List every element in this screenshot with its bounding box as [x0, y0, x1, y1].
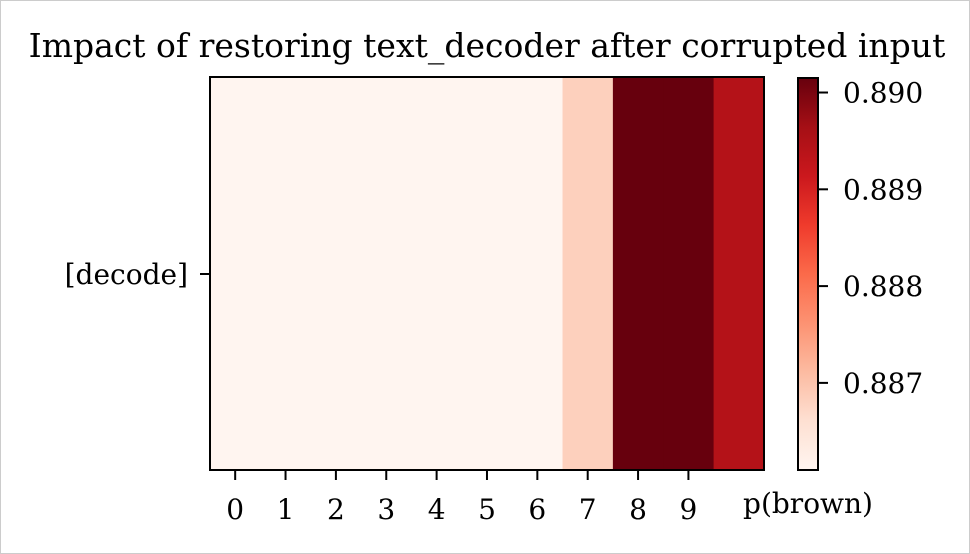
heatmap-cell — [663, 78, 714, 470]
x-tick-label: 1 — [277, 493, 295, 526]
colorbar-tick-label: 0.890 — [843, 77, 923, 110]
colorbar — [797, 77, 819, 471]
x-tick-label: 6 — [528, 493, 546, 526]
x-tick-label: 2 — [327, 493, 345, 526]
colorbar-tick-label: 0.888 — [843, 270, 923, 303]
heatmap-cell — [612, 78, 664, 470]
x-tick-label: 9 — [680, 493, 698, 526]
heatmap-cell — [461, 78, 513, 470]
colorbar-axis: 0.887 0.888 0.889 0.890 — [818, 77, 923, 400]
heatmap-cell — [562, 78, 614, 470]
heatmap-cells — [210, 78, 765, 470]
y-axis: [decode] — [65, 258, 210, 291]
heatmap-cell — [260, 78, 312, 470]
heatmap-cell — [361, 78, 412, 470]
x-tick-label: 3 — [377, 493, 395, 526]
colorbar-tick-label: 0.887 — [843, 367, 923, 400]
y-tick-label: [decode] — [65, 258, 188, 291]
x-tick-label: 4 — [428, 493, 446, 526]
x-tick-label: 7 — [579, 493, 597, 526]
x-tick-label: 5 — [478, 493, 496, 526]
heatmap-cell — [210, 78, 261, 470]
chart-title: Impact of restoring text_decoder after c… — [29, 26, 946, 66]
heatmap-cell — [310, 78, 362, 470]
heatmap-cell — [411, 78, 463, 470]
heatmap-cell — [512, 78, 563, 470]
heatmap-cell — [713, 78, 765, 470]
x-tick-label: 0 — [226, 493, 244, 526]
colorbar-label: p(brown) — [743, 487, 873, 520]
colorbar-tick-label: 0.889 — [843, 173, 923, 206]
x-tick-label: 8 — [629, 493, 647, 526]
